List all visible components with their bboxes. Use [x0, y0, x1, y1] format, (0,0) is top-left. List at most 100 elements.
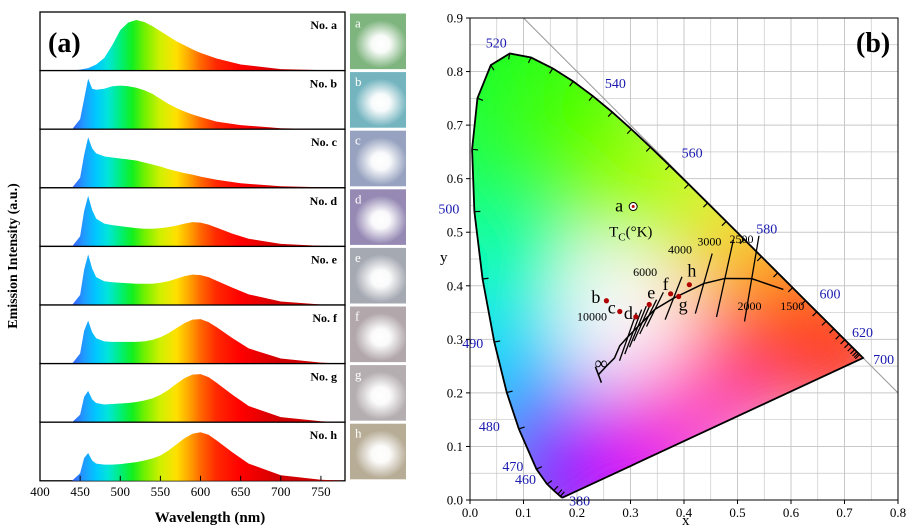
locus-tick	[835, 334, 841, 340]
isotherm	[618, 312, 637, 361]
led-glow	[354, 313, 407, 362]
cct-label: 2000	[738, 299, 762, 313]
wavelength-label: 500	[438, 203, 459, 218]
spectrum-panel: No. c	[39, 128, 346, 189]
locus-tick	[494, 340, 501, 343]
locus-tick	[847, 346, 853, 352]
sample-point-label: g	[679, 294, 688, 314]
sample-point-label: d	[624, 303, 633, 323]
sample-photo: a	[350, 13, 407, 70]
wavelength-label: 620	[852, 326, 873, 341]
locus-tick	[472, 148, 479, 151]
locus-tick	[664, 165, 671, 171]
y-tick-label: 0.4	[447, 278, 464, 293]
locus-tick	[756, 256, 762, 262]
led-glow	[354, 430, 407, 479]
locus-tick	[844, 343, 850, 349]
isotherm	[624, 309, 643, 355]
spectrum-area	[72, 195, 346, 247]
spectrum-area	[72, 319, 346, 364]
series-label: No. c	[311, 135, 338, 149]
sample-photo: c	[350, 130, 407, 187]
x-tick-label: 0.2	[569, 505, 585, 520]
x-tick-label: 0.5	[729, 505, 745, 520]
isotherm	[664, 276, 683, 320]
isotherm	[639, 299, 658, 335]
sample-point	[633, 314, 639, 320]
x-tick-label: 450	[70, 484, 90, 499]
cct-label: 1500	[780, 299, 804, 313]
locus-tick	[559, 491, 565, 497]
sample-point-label: b	[591, 287, 600, 307]
x-tick-label: 0.6	[783, 505, 800, 520]
locus-tick	[607, 111, 613, 117]
locus-end	[594, 366, 603, 383]
locus-tick	[773, 272, 779, 278]
wavelength-label: 540	[605, 77, 626, 92]
series-label: No. e	[311, 252, 338, 266]
isotherm	[694, 253, 713, 314]
spectrum-area	[72, 254, 346, 305]
y-tick-label: 0.9	[447, 11, 463, 26]
locus-tick	[546, 480, 553, 485]
spectrum-panel: No. b	[39, 69, 346, 130]
tc-label: TC(°K)	[609, 225, 652, 244]
locus-tick	[645, 146, 651, 152]
locus-tick	[549, 68, 554, 74]
photo-label: f	[355, 309, 360, 324]
locus-tick	[800, 300, 806, 306]
panel-a-label: (a)	[48, 28, 81, 59]
y-tick-label: 0.1	[447, 439, 463, 454]
x-tick-label: 0.1	[515, 505, 531, 520]
y-tick-label: 0.3	[447, 332, 463, 347]
wavelength-label: 470	[502, 460, 523, 475]
locus-tick	[684, 183, 690, 189]
cct-label: 10000	[577, 310, 607, 324]
locus-tick	[518, 426, 525, 430]
isotherm	[628, 305, 647, 348]
spectrum-area	[72, 78, 346, 130]
locus-tick	[739, 238, 745, 245]
locus-tick	[702, 202, 709, 208]
sample-photo: f	[350, 306, 407, 363]
photo-label: b	[355, 74, 362, 89]
wavelength-label: 700	[873, 353, 894, 368]
cct-label: 2500	[729, 232, 753, 246]
sample-point-label: a	[615, 196, 623, 216]
fill-blobs	[472, 53, 864, 498]
locus-tick	[527, 57, 532, 64]
sample-point	[676, 293, 682, 300]
locus-tick	[490, 64, 495, 71]
led-glow	[354, 371, 407, 420]
locus-tick	[588, 95, 594, 102]
cct-label: 6000	[633, 265, 657, 279]
wavelength-label: 560	[682, 147, 703, 162]
locus-tick	[569, 81, 574, 87]
sample-photo: g	[350, 365, 407, 421]
x-tick-label: 0.8	[890, 505, 906, 520]
y-tick-label: 0.7	[447, 118, 464, 133]
y-tick-label: 0.6	[447, 171, 464, 186]
panel-b-x-label: x	[682, 513, 690, 527]
locus-tick	[853, 352, 859, 358]
y-tick-label: 0.2	[447, 385, 463, 400]
sample-photo: b	[350, 72, 407, 128]
photo-label: e	[355, 250, 361, 265]
photo-label: c	[355, 133, 361, 148]
spectrum-panel: No. e	[39, 245, 346, 306]
panel-a-y-label: Emission Intensity (a.u.)	[6, 183, 21, 329]
sample-point	[686, 282, 692, 288]
locus-tick	[508, 53, 511, 60]
spectrum-panel: No. f	[39, 304, 346, 365]
tc-symbol: T	[609, 225, 618, 241]
y-tick-label: 0.0	[447, 493, 463, 508]
wavelength-label: 490	[462, 337, 483, 352]
wavelength-label: 520	[486, 36, 507, 51]
panel-b-label: (b)	[856, 28, 890, 59]
spectrum-area	[72, 20, 346, 71]
x-tick-label: 650	[231, 484, 251, 499]
cct-label: 3000	[697, 235, 721, 249]
sample-point	[646, 301, 652, 308]
locus-tick	[787, 287, 793, 293]
